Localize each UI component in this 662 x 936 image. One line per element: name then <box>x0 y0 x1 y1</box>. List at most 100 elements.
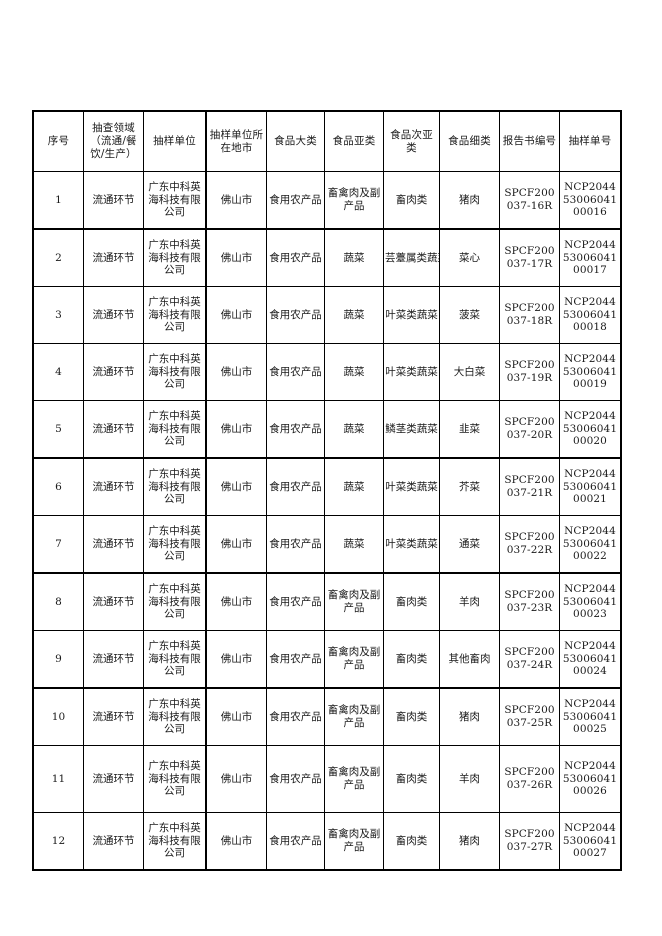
cell-city: 佛山市 <box>205 286 267 344</box>
cell-unit: 广东中科英海科技有限公司 <box>143 457 207 516</box>
cell-report-no: SPCF200037-27R <box>499 812 560 871</box>
cell-unit: 广东中科英海科技有限公司 <box>143 745 207 813</box>
cell-unit: 广东中科英海科技有限公司 <box>143 572 207 631</box>
cell-sample-no: NCP20445300604100018 <box>559 286 622 344</box>
column-header-report-no: 报告书编号 <box>499 110 560 172</box>
cell-report-no: SPCF200037-17R <box>499 228 560 287</box>
cell-field: 流通环节 <box>83 286 144 344</box>
column-header-major: 食品大类 <box>266 110 325 172</box>
cell-report-no: SPCF200037-26R <box>499 745 560 813</box>
cell-city: 佛山市 <box>205 572 267 631</box>
cell-sub: 蔬菜 <box>324 286 384 344</box>
cell-index: 2 <box>32 228 84 287</box>
table-row: 11 流通环节 广东中科英海科技有限公司 佛山市 食用农产品 畜禽肉及副产品 畜… <box>32 745 622 813</box>
cell-major: 食用农产品 <box>266 572 325 631</box>
cell-field: 流通环节 <box>83 457 144 516</box>
cell-subsub: 叶菜类蔬菜 <box>383 457 440 516</box>
cell-sub: 蔬菜 <box>324 343 384 401</box>
cell-unit: 广东中科英海科技有限公司 <box>143 812 207 871</box>
cell-index: 8 <box>32 572 84 631</box>
cell-index: 9 <box>32 630 84 689</box>
cell-city: 佛山市 <box>205 400 267 459</box>
cell-detail: 猪肉 <box>439 171 500 230</box>
column-header-unit: 抽样单位 <box>143 110 207 172</box>
cell-subsub: 畜肉类 <box>383 812 440 871</box>
cell-sub: 畜禽肉及副产品 <box>324 572 384 631</box>
cell-major: 食用农产品 <box>266 687 325 746</box>
cell-major: 食用农产品 <box>266 745 325 813</box>
cell-unit: 广东中科英海科技有限公司 <box>143 286 207 344</box>
cell-field: 流通环节 <box>83 745 144 813</box>
table-header-row: 序号 抽查领域（流通/餐饮/生产） 抽样单位 抽样单位所在地市 食品大类 食品亚… <box>32 110 622 172</box>
column-header-sample-no: 抽样单号 <box>559 110 622 172</box>
cell-report-no: SPCF200037-16R <box>499 171 560 230</box>
cell-city: 佛山市 <box>205 745 267 813</box>
column-header-subsub: 食品次亚类 <box>383 110 440 172</box>
cell-unit: 广东中科英海科技有限公司 <box>143 515 207 574</box>
cell-unit: 广东中科英海科技有限公司 <box>143 171 207 230</box>
cell-subsub: 叶菜类蔬菜 <box>383 286 440 344</box>
cell-major: 食用农产品 <box>266 171 325 230</box>
cell-sub: 畜禽肉及副产品 <box>324 745 384 813</box>
cell-subsub: 畜肉类 <box>383 171 440 230</box>
cell-subsub: 鳞茎类蔬菜 <box>383 400 440 459</box>
cell-city: 佛山市 <box>205 228 267 287</box>
column-header-city: 抽样单位所在地市 <box>205 110 267 172</box>
cell-index: 7 <box>32 515 84 574</box>
cell-detail: 大白菜 <box>439 343 500 401</box>
cell-sample-no: NCP20445300604100025 <box>559 687 622 746</box>
cell-field: 流通环节 <box>83 630 144 689</box>
cell-sub: 蔬菜 <box>324 515 384 574</box>
cell-field: 流通环节 <box>83 400 144 459</box>
cell-detail: 通菜 <box>439 515 500 574</box>
cell-city: 佛山市 <box>205 687 267 746</box>
column-header-index: 序号 <box>32 110 84 172</box>
cell-sub: 蔬菜 <box>324 457 384 516</box>
cell-sub: 畜禽肉及副产品 <box>324 687 384 746</box>
cell-detail: 芥菜 <box>439 457 500 516</box>
cell-index: 5 <box>32 400 84 459</box>
cell-detail: 羊肉 <box>439 572 500 631</box>
cell-unit: 广东中科英海科技有限公司 <box>143 228 207 287</box>
cell-subsub: 畜肉类 <box>383 572 440 631</box>
cell-major: 食用农产品 <box>266 630 325 689</box>
cell-report-no: SPCF200037-18R <box>499 286 560 344</box>
cell-major: 食用农产品 <box>266 286 325 344</box>
cell-field: 流通环节 <box>83 572 144 631</box>
table-row: 3 流通环节 广东中科英海科技有限公司 佛山市 食用农产品 蔬菜 叶菜类蔬菜 菠… <box>32 286 622 344</box>
cell-sample-no: NCP20445300604100020 <box>559 400 622 459</box>
cell-subsub: 叶菜类蔬菜 <box>383 343 440 401</box>
table-row: 4 流通环节 广东中科英海科技有限公司 佛山市 食用农产品 蔬菜 叶菜类蔬菜 大… <box>32 343 622 401</box>
table-row: 9 流通环节 广东中科英海科技有限公司 佛山市 食用农产品 畜禽肉及副产品 畜肉… <box>32 630 622 689</box>
cell-report-no: SPCF200037-22R <box>499 515 560 574</box>
cell-index: 3 <box>32 286 84 344</box>
sampling-inspection-table: 序号 抽查领域（流通/餐饮/生产） 抽样单位 抽样单位所在地市 食品大类 食品亚… <box>32 110 622 871</box>
cell-index: 1 <box>32 171 84 230</box>
cell-city: 佛山市 <box>205 515 267 574</box>
cell-field: 流通环节 <box>83 515 144 574</box>
cell-detail: 菜心 <box>439 228 500 287</box>
cell-sample-no: NCP20445300604100021 <box>559 457 622 516</box>
column-header-field: 抽查领域（流通/餐饮/生产） <box>83 110 144 172</box>
table-row: 8 流通环节 广东中科英海科技有限公司 佛山市 食用农产品 畜禽肉及副产品 畜肉… <box>32 572 622 631</box>
cell-index: 10 <box>32 687 84 746</box>
column-header-sub: 食品亚类 <box>324 110 384 172</box>
table-row: 10 流通环节 广东中科英海科技有限公司 佛山市 食用农产品 畜禽肉及副产品 畜… <box>32 687 622 746</box>
cell-detail: 猪肉 <box>439 687 500 746</box>
cell-city: 佛山市 <box>205 457 267 516</box>
cell-field: 流通环节 <box>83 343 144 401</box>
cell-index: 12 <box>32 812 84 871</box>
table-row: 2 流通环节 广东中科英海科技有限公司 佛山市 食用农产品 蔬菜 芸薹属类蔬菜 … <box>32 228 622 287</box>
table-row: 6 流通环节 广东中科英海科技有限公司 佛山市 食用农产品 蔬菜 叶菜类蔬菜 芥… <box>32 457 622 516</box>
cell-major: 食用农产品 <box>266 228 325 287</box>
cell-report-no: SPCF200037-23R <box>499 572 560 631</box>
cell-sample-no: NCP20445300604100017 <box>559 228 622 287</box>
cell-detail: 猪肉 <box>439 812 500 871</box>
cell-sample-no: NCP20445300604100016 <box>559 171 622 230</box>
cell-index: 11 <box>32 745 84 813</box>
cell-detail: 其他畜肉 <box>439 630 500 689</box>
cell-unit: 广东中科英海科技有限公司 <box>143 687 207 746</box>
column-header-detail: 食品细类 <box>439 110 500 172</box>
table-row: 12 流通环节 广东中科英海科技有限公司 佛山市 食用农产品 畜禽肉及副产品 畜… <box>32 812 622 871</box>
